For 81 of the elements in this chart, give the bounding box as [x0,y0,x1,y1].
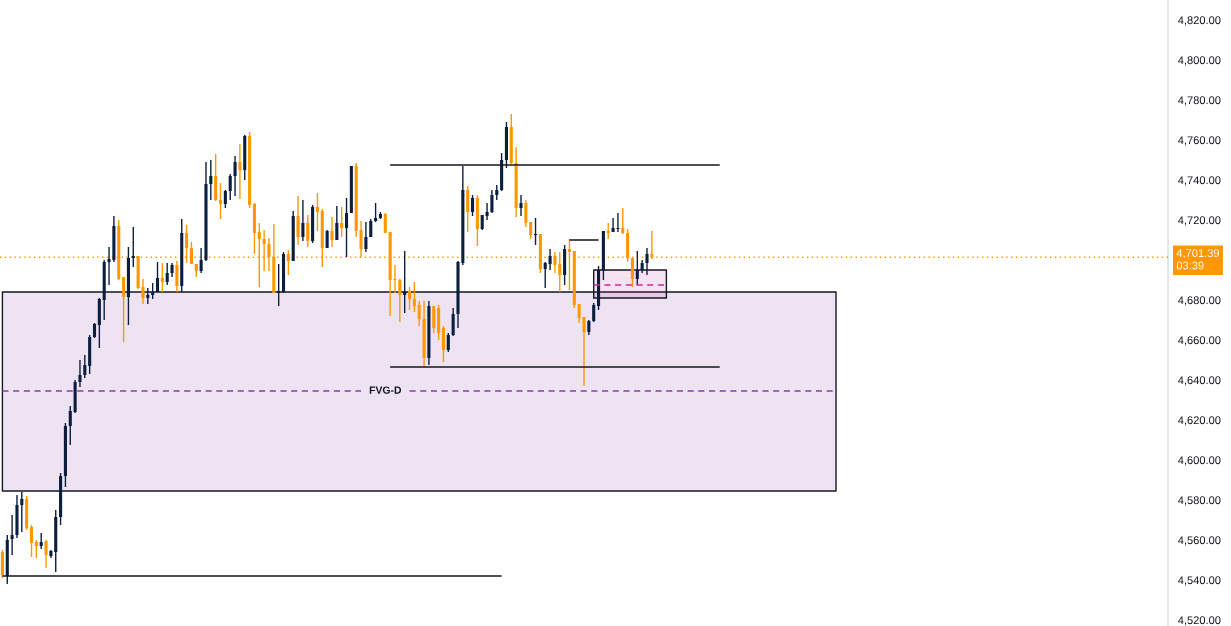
candlestick [446,332,450,353]
candlestick [441,325,445,363]
candlestick [451,307,455,337]
candlestick [412,281,416,313]
candlestick [10,514,14,556]
candlestick [286,249,290,276]
candlestick [553,251,557,274]
candlestick [374,202,378,223]
candlestick [344,197,349,258]
y-tick-label: 4,660.00 [1177,336,1221,346]
y-tick-label: 4,620.00 [1177,416,1221,426]
candlestick [635,250,639,286]
candlestick [122,276,126,343]
y-tick-label: 4,680.00 [1177,296,1221,306]
y-tick-label: 4,760.00 [1177,136,1221,146]
candlestick [175,260,179,293]
y-tick-label: 4,720.00 [1177,216,1221,226]
candlestick [238,143,242,200]
candlestick [78,359,82,388]
candlestick [592,302,596,323]
candlestick [398,278,402,323]
y-tick-label: 4,600.00 [1177,456,1221,466]
candlestick [466,185,470,233]
candlestick [364,221,368,253]
y-tick-label: 4,740.00 [1177,176,1221,186]
candlestick [160,262,164,293]
y-tick-label: 4,520.00 [1177,616,1221,626]
candlestick [0,549,4,579]
candlestick [470,194,475,217]
candlestick [44,539,48,569]
candlestick [645,247,649,276]
candlestick [262,229,266,272]
y-tick-label: 4,580.00 [1177,496,1221,506]
candlestick [155,261,160,293]
candlestick [611,217,615,233]
candlestick [403,250,407,314]
series-label: FVG-D [369,386,402,394]
candlestick [621,207,625,235]
candlestick [543,261,547,289]
y-tick-label: 4,820.00 [1177,16,1221,26]
y-tick-label: 4,540.00 [1177,576,1221,586]
candlestick [315,192,319,232]
candlestick [306,214,310,248]
candlestick [301,199,305,242]
candlestick [548,248,552,271]
candlestick [29,524,34,558]
candlestick [199,247,203,274]
candlestick [519,194,523,217]
candlestick [490,189,494,214]
candlestick [432,305,436,334]
candlestick [218,182,223,220]
candlestick [233,155,237,197]
y-tick-label: 4,780.00 [1177,96,1221,106]
candlestick [340,206,344,238]
candlestick [650,230,654,260]
candlestick [567,238,572,291]
candlestick [485,202,489,221]
candlestick [330,216,334,248]
candlestick [616,212,620,233]
candlestick [83,354,87,379]
candlestick [20,491,24,533]
candlestick [296,195,300,246]
candlestick [407,286,412,311]
candlestick [533,217,538,246]
candlestick [214,153,218,202]
candlestick [209,159,213,201]
candlestick [335,205,339,241]
candlestick [165,262,169,286]
y-tick-label: 4,640.00 [1177,376,1221,386]
candlestick [630,256,635,288]
candlestick [558,251,562,293]
candlestick [131,226,135,268]
ref-line-label: 4,701.39 03:39 [1176,249,1220,270]
candlestick [146,287,150,305]
candlestick [524,199,528,228]
candlestick [417,300,421,327]
candlestick [68,405,72,446]
y-tick-label: 4,800.00 [1177,56,1221,66]
y-tick-label: 4,560.00 [1177,536,1221,546]
candlestick [228,173,232,201]
candlestick [277,263,281,307]
